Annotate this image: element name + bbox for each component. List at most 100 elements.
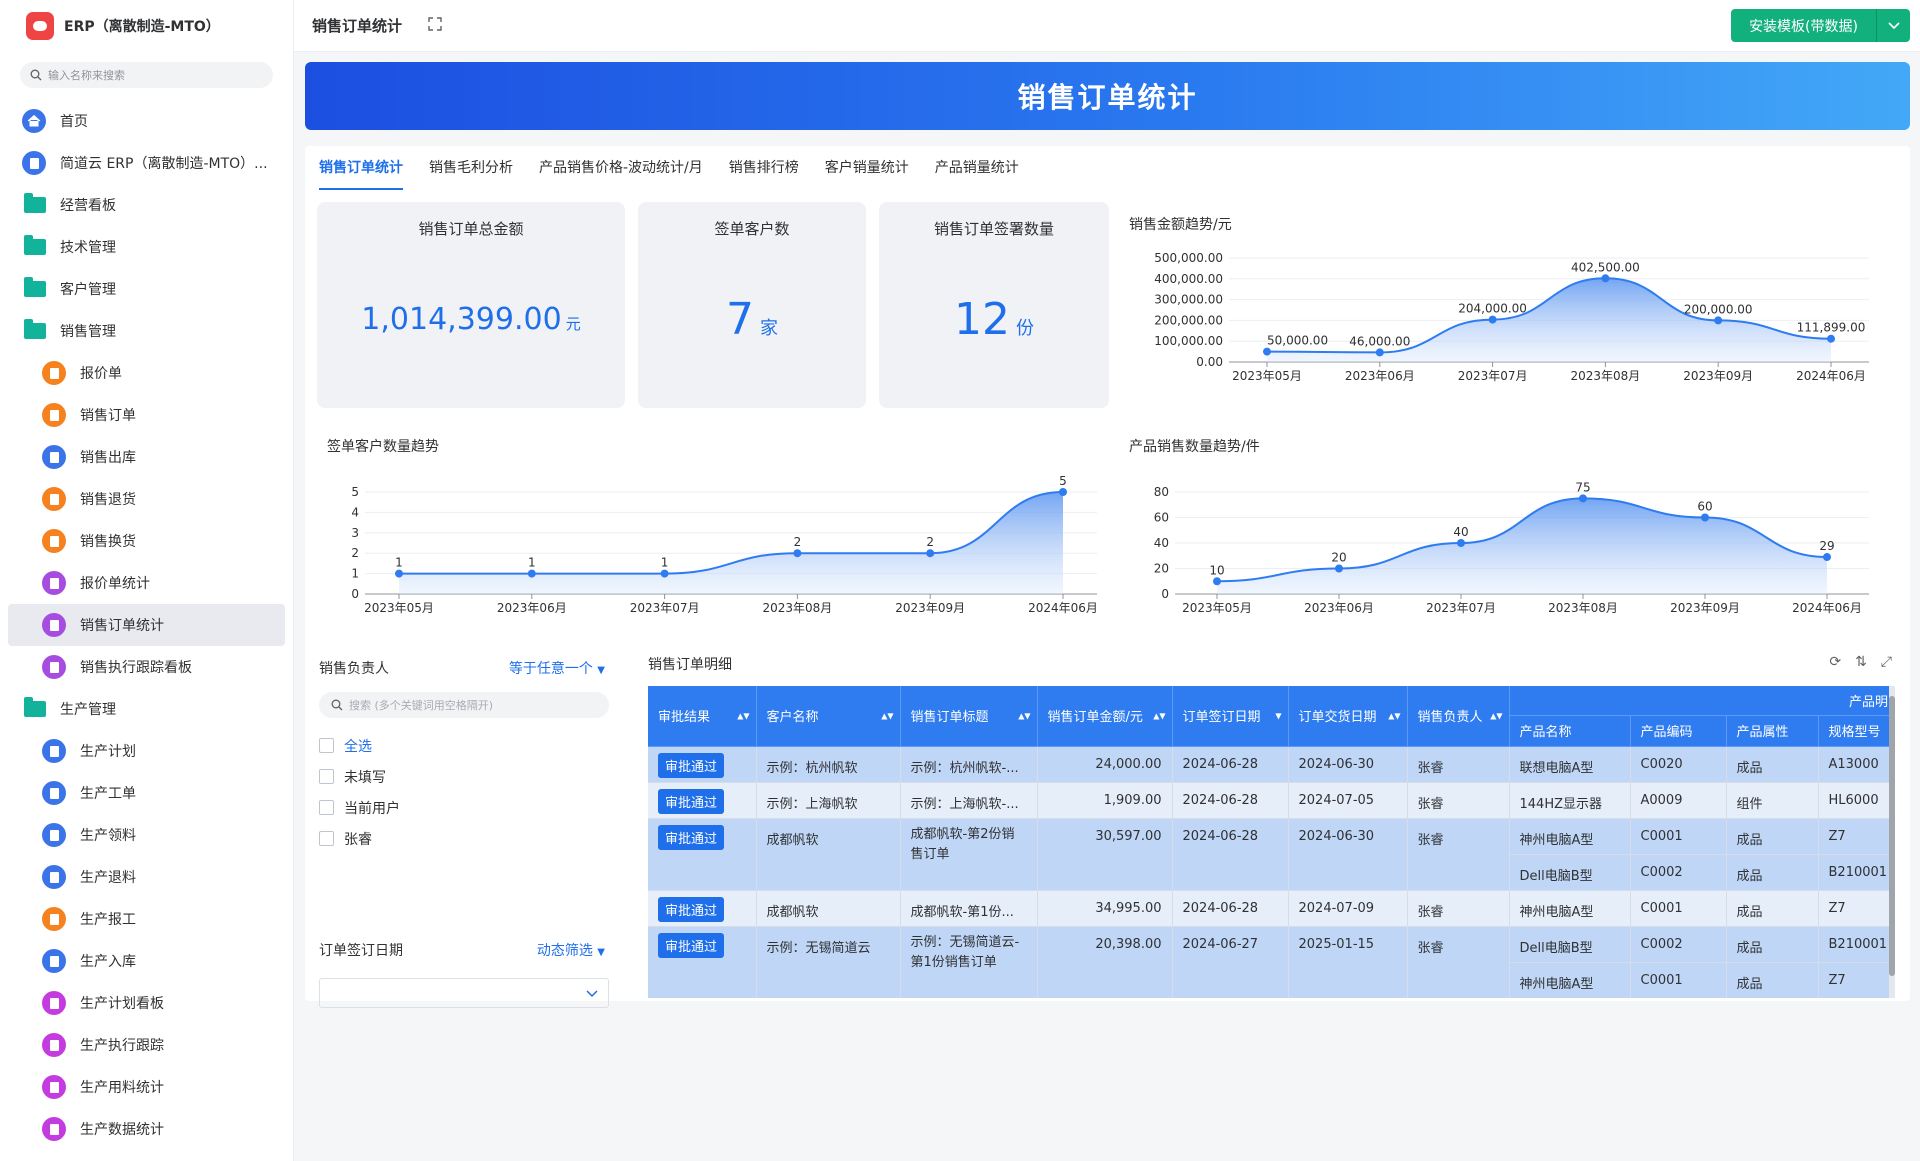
filter-mode-dropdown[interactable]: 等于任意一个 ▼	[509, 658, 605, 678]
table-row[interactable]: 审批通过 成都帆软 成都帆软-第1份... 34,995.00 2024-06-28 20…	[648, 890, 1895, 927]
table-row[interactable]: 神州电脑A型 C0001 成品 Z7	[648, 962, 1895, 998]
filter-mode-dropdown[interactable]: 动态筛选 ▼	[537, 940, 605, 960]
data-point[interactable]	[1059, 488, 1067, 496]
status-badge[interactable]: 审批通过	[658, 752, 725, 778]
nav-item-15[interactable]: 生产计划	[0, 730, 293, 772]
data-point[interactable]	[1263, 347, 1271, 356]
data-point[interactable]	[1601, 274, 1610, 283]
nav-item-16[interactable]: 生产工单	[0, 772, 293, 814]
nav-item-22[interactable]: 生产执行跟踪	[0, 1024, 293, 1066]
checkbox[interactable]	[319, 800, 334, 815]
data-point[interactable]	[1827, 334, 1835, 343]
install-template-button[interactable]: 安装模板(带数据)	[1731, 9, 1910, 42]
nav-item-24[interactable]: 生产数据统计	[0, 1108, 293, 1150]
column-header[interactable]: 订单交货日期 ▲▼	[1288, 686, 1408, 747]
sort-icon[interactable]: ▲▼	[1018, 711, 1031, 721]
owner-option[interactable]: 当前用户	[319, 792, 609, 823]
sort-icon[interactable]: ▲▼	[881, 711, 894, 721]
nav-item-6[interactable]: 报价单	[0, 352, 293, 394]
status-badge[interactable]: 审批通过	[658, 824, 725, 850]
refresh-icon[interactable]: ⟳	[1829, 654, 1842, 670]
sub-column-header[interactable]: 产品属性	[1726, 715, 1819, 747]
table-row[interactable]: 审批通过 示例：上海帆软 示例：上海帆软-... 1,909.00 2024-06-28…	[648, 782, 1895, 819]
tab-3[interactable]: 销售排行榜	[728, 160, 799, 176]
sort-icon[interactable]: ▲▼	[1153, 711, 1166, 721]
sub-column-header[interactable]: 规格型号	[1818, 715, 1895, 747]
nav-item-9[interactable]: 销售退货	[0, 478, 293, 520]
owner-search-input[interactable]: 搜索 (多个关键词用空格隔开)	[319, 692, 609, 718]
column-header[interactable]: 订单签订日期 ▼	[1172, 686, 1289, 747]
nav-item-8[interactable]: 销售出库	[0, 436, 293, 478]
nav-item-2[interactable]: 经营看板	[0, 184, 293, 226]
checkbox[interactable]	[319, 831, 334, 846]
data-point[interactable]	[395, 569, 403, 578]
column-header[interactable]: 销售负责人 ▲▼	[1407, 686, 1510, 747]
data-point[interactable]	[660, 569, 669, 578]
data-point[interactable]	[793, 549, 802, 558]
data-point[interactable]	[1213, 577, 1221, 586]
nav-item-21[interactable]: 生产计划看板	[0, 982, 293, 1024]
data-point[interactable]	[527, 569, 536, 578]
tab-0[interactable]: 销售订单统计	[319, 146, 403, 190]
checkbox[interactable]	[319, 769, 334, 784]
nav-item-20[interactable]: 生产入库	[0, 940, 293, 982]
data-point[interactable]	[1701, 513, 1709, 522]
checkbox[interactable]	[319, 738, 334, 753]
nav-item-7[interactable]: 销售订单	[0, 394, 293, 436]
table-row[interactable]: 审批通过 示例：无锡简道云 示例：无锡简道云-第1份销售订单 20,398.00 202…	[648, 926, 1895, 998]
nav-item-13[interactable]: 销售执行跟踪看板	[0, 646, 293, 688]
table-row[interactable]: 审批通过 示例：杭州帆软 示例：杭州帆软-... 24,000.00 2024-06-2…	[648, 746, 1895, 783]
table-row[interactable]: 审批通过 成都帆软 成都帆软-第2份销售订单 30,597.00 2024-06-28 2…	[648, 818, 1895, 891]
data-point[interactable]	[1579, 494, 1587, 503]
sort-icon[interactable]: ▲▼	[1388, 711, 1401, 721]
column-header[interactable]: 客户名称 ▲▼	[756, 686, 901, 747]
chevron-down-icon[interactable]	[1876, 9, 1910, 42]
data-point[interactable]	[1823, 553, 1831, 562]
status-badge[interactable]: 审批通过	[658, 932, 725, 958]
nav-item-3[interactable]: 技术管理	[0, 226, 293, 268]
nav-item-10[interactable]: 销售换货	[0, 520, 293, 562]
tab-2[interactable]: 产品销售价格-波动统计/月	[539, 160, 703, 176]
data-point[interactable]	[1488, 315, 1497, 324]
nav-item-11[interactable]: 报价单统计	[0, 562, 293, 604]
sort-icon[interactable]: ▼	[1275, 711, 1282, 721]
sub-column-header[interactable]: 产品名称	[1509, 715, 1631, 747]
fullscreen-icon[interactable]: ⤢	[1880, 654, 1892, 670]
data-point[interactable]	[1457, 539, 1465, 547]
nav-item-12[interactable]: 销售订单统计	[8, 604, 285, 646]
tab-4[interactable]: 客户销量统计	[824, 160, 909, 176]
nav-item-18[interactable]: 生产退料	[0, 856, 293, 898]
owner-option[interactable]: 未填写	[319, 761, 609, 792]
nav-item-5[interactable]: 销售管理	[0, 310, 293, 352]
bar-chart-icon	[42, 655, 66, 679]
owner-option[interactable]: 全选	[319, 730, 609, 761]
status-badge[interactable]: 审批通过	[658, 896, 725, 922]
tab-5[interactable]: 产品销量统计	[934, 160, 1019, 176]
nav-item-23[interactable]: 生产用料统计	[0, 1066, 293, 1108]
data-point[interactable]	[1375, 348, 1384, 357]
nav-item-0[interactable]: 首页	[0, 100, 293, 142]
table-row[interactable]: Dell电脑B型 C0002 成品 B210001	[648, 854, 1895, 891]
data-point[interactable]	[926, 549, 935, 558]
sort-icon[interactable]: ▲▼	[737, 711, 750, 721]
column-header[interactable]: 销售订单标题 ▲▼	[900, 686, 1038, 747]
data-point[interactable]	[1714, 316, 1723, 325]
nav-item-1[interactable]: 简道云 ERP（离散制造-MTO）...	[0, 142, 293, 184]
data-point[interactable]	[1335, 564, 1343, 573]
status-badge[interactable]: 审批通过	[658, 788, 725, 814]
nav-search-input[interactable]: 输入名称来搜索	[20, 62, 273, 88]
sub-column-header[interactable]: 产品编码	[1630, 715, 1727, 747]
fullscreen-icon[interactable]	[428, 16, 442, 35]
owner-option[interactable]: 张睿	[319, 823, 609, 854]
tab-1[interactable]: 销售毛利分析	[429, 160, 513, 176]
sort-icon[interactable]: ▲▼	[1490, 711, 1503, 721]
sort-icon[interactable]: ⇅	[1855, 654, 1867, 670]
column-header[interactable]: 审批结果 ▲▼	[648, 686, 757, 747]
table-scrollbar[interactable]	[1889, 686, 1895, 998]
nav-item-17[interactable]: 生产领料	[0, 814, 293, 856]
nav-item-14[interactable]: 生产管理	[0, 688, 293, 730]
column-header[interactable]: 销售订单金额/元 ▲▼	[1037, 686, 1173, 747]
nav-item-19[interactable]: 生产报工	[0, 898, 293, 940]
date-select[interactable]	[319, 978, 609, 1008]
nav-item-4[interactable]: 客户管理	[0, 268, 293, 310]
